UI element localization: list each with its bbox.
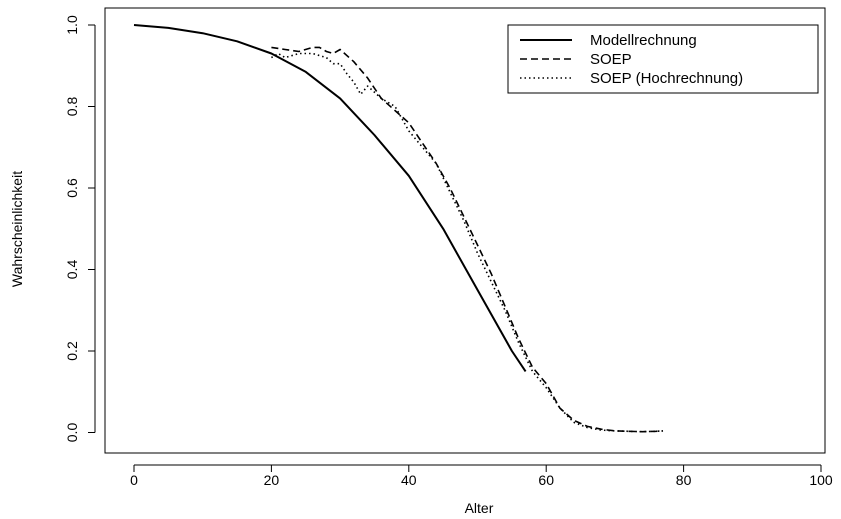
legend-label-0: Modellrechnung	[590, 32, 697, 49]
x-axis-ticks: 0 20 40 60 80 100	[130, 465, 833, 488]
series-line-2	[270, 52, 664, 433]
plot-area	[104, 7, 826, 454]
x-tick-label: 0	[130, 472, 138, 488]
y-tick-label: 0.2	[64, 341, 80, 361]
y-tick-label: 0.8	[64, 97, 80, 117]
series-group	[133, 24, 664, 433]
y-tick-label: 0.4	[64, 260, 80, 280]
x-tick-label: 20	[264, 472, 280, 488]
legend-label-2: SOEP (Hochrechnung)	[590, 70, 743, 87]
x-tick-label: 40	[401, 472, 417, 488]
series-line-1	[271, 46, 664, 433]
x-tick-label: 80	[676, 472, 692, 488]
legend: Modellrechnung SOEP SOEP (Hochrechnung)	[507, 24, 819, 94]
x-axis-title: Alter	[465, 500, 494, 516]
y-tick-label: 0.0	[64, 423, 80, 443]
x-tick-label: 60	[538, 472, 554, 488]
y-tick-label: 0.6	[64, 178, 80, 198]
legend-box	[507, 24, 819, 94]
series-line-0	[133, 24, 527, 372]
x-tick-label: 100	[809, 472, 833, 488]
y-axis-ticks: 0.0 0.2 0.4 0.6 0.8 1.0	[64, 15, 95, 442]
y-tick-label: 1.0	[64, 15, 80, 35]
y-axis-title: Wahrscheinlichkeit	[9, 171, 25, 287]
legend-label-1: SOEP	[590, 51, 632, 68]
